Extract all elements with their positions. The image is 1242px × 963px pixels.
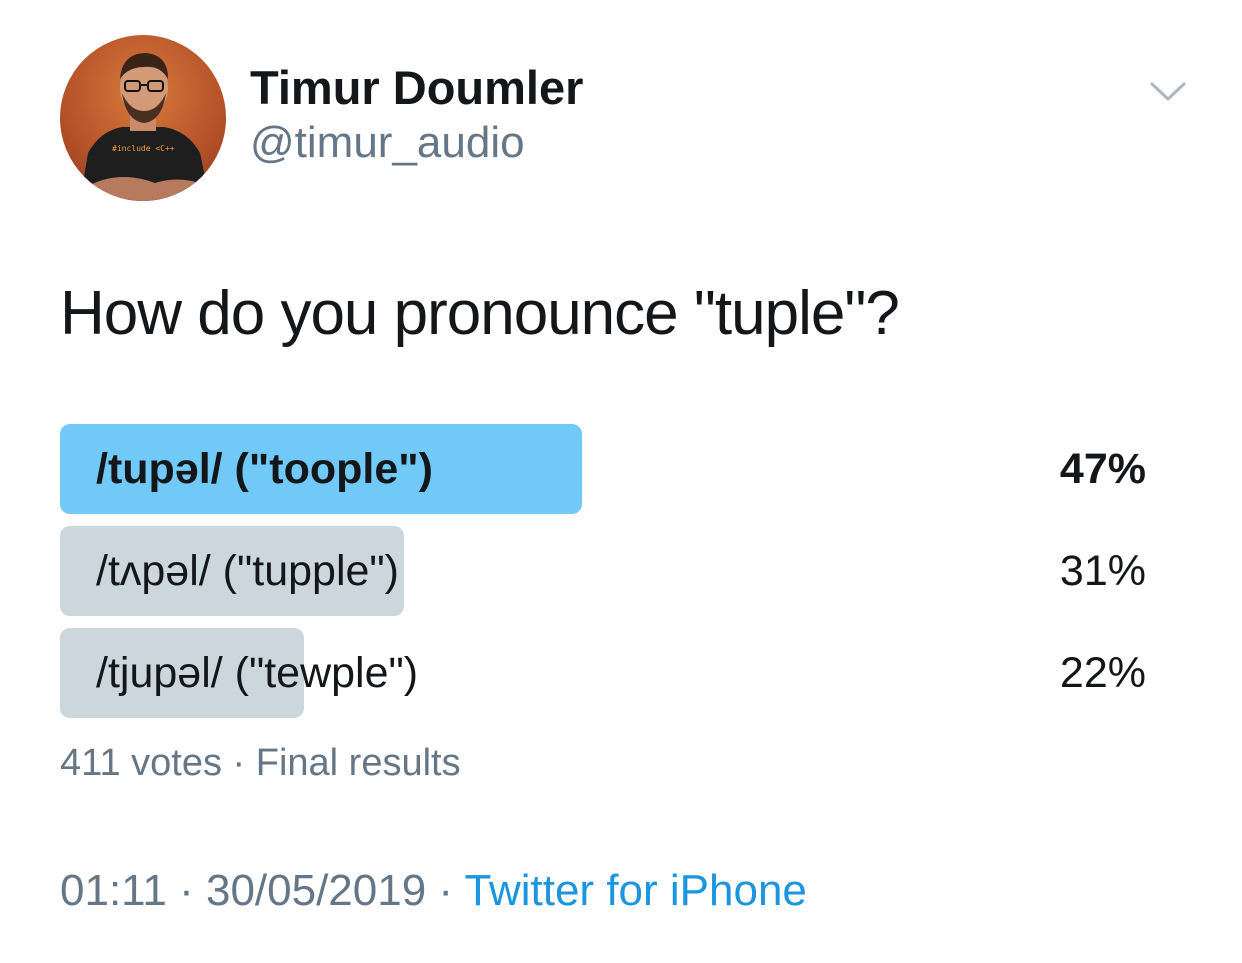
poll-bar — [60, 424, 582, 514]
poll-option-percent: 47% — [1059, 445, 1146, 493]
author-name[interactable]: Timur Doumler — [250, 61, 584, 114]
avatar-portrait-icon: #include <C++ — [80, 53, 210, 201]
avatar[interactable]: #include <C++ — [60, 35, 226, 201]
poll-option-1: /tupəl/ ("toople") 47% — [60, 424, 1150, 514]
poll-status: Final results — [255, 742, 461, 784]
poll-meta: 411 votes · Final results — [60, 742, 461, 785]
tweet-time: 01:11 — [60, 866, 167, 915]
svg-text:#include <C++: #include <C++ — [112, 144, 175, 153]
tweet-date: 30/05/2019 — [205, 866, 427, 915]
poll-option-percent: 22% — [1059, 649, 1146, 697]
separator: · — [179, 866, 194, 915]
tweet-source-link[interactable]: Twitter for iPhone — [464, 866, 807, 915]
poll-option-3: /tjupəl/ ("tewple") 22% — [60, 628, 1150, 718]
poll-option-label: /tjupəl/ ("tewple") — [96, 649, 419, 697]
poll-option-label: /tʌpəl/ ("tupple") — [96, 547, 399, 595]
chevron-down-icon[interactable] — [1148, 76, 1188, 106]
poll-bar — [60, 526, 404, 616]
poll-option-label: /tupəl/ ("toople") — [96, 445, 433, 493]
poll-option-percent: 31% — [1059, 547, 1146, 595]
tweet-timestamp: 01:11 · 30/05/2019 · Twitter for iPhone — [60, 866, 807, 916]
tweet-text: How do you pronounce "tuple"? — [60, 279, 900, 348]
poll-bar — [60, 628, 304, 718]
poll-vote-count: 411 votes — [60, 742, 222, 784]
author-handle[interactable]: @timur_audio — [250, 118, 525, 167]
separator: · — [438, 866, 454, 915]
poll-option-2: /tʌpəl/ ("tupple") 31% — [60, 526, 1150, 616]
separator: · — [232, 742, 246, 784]
